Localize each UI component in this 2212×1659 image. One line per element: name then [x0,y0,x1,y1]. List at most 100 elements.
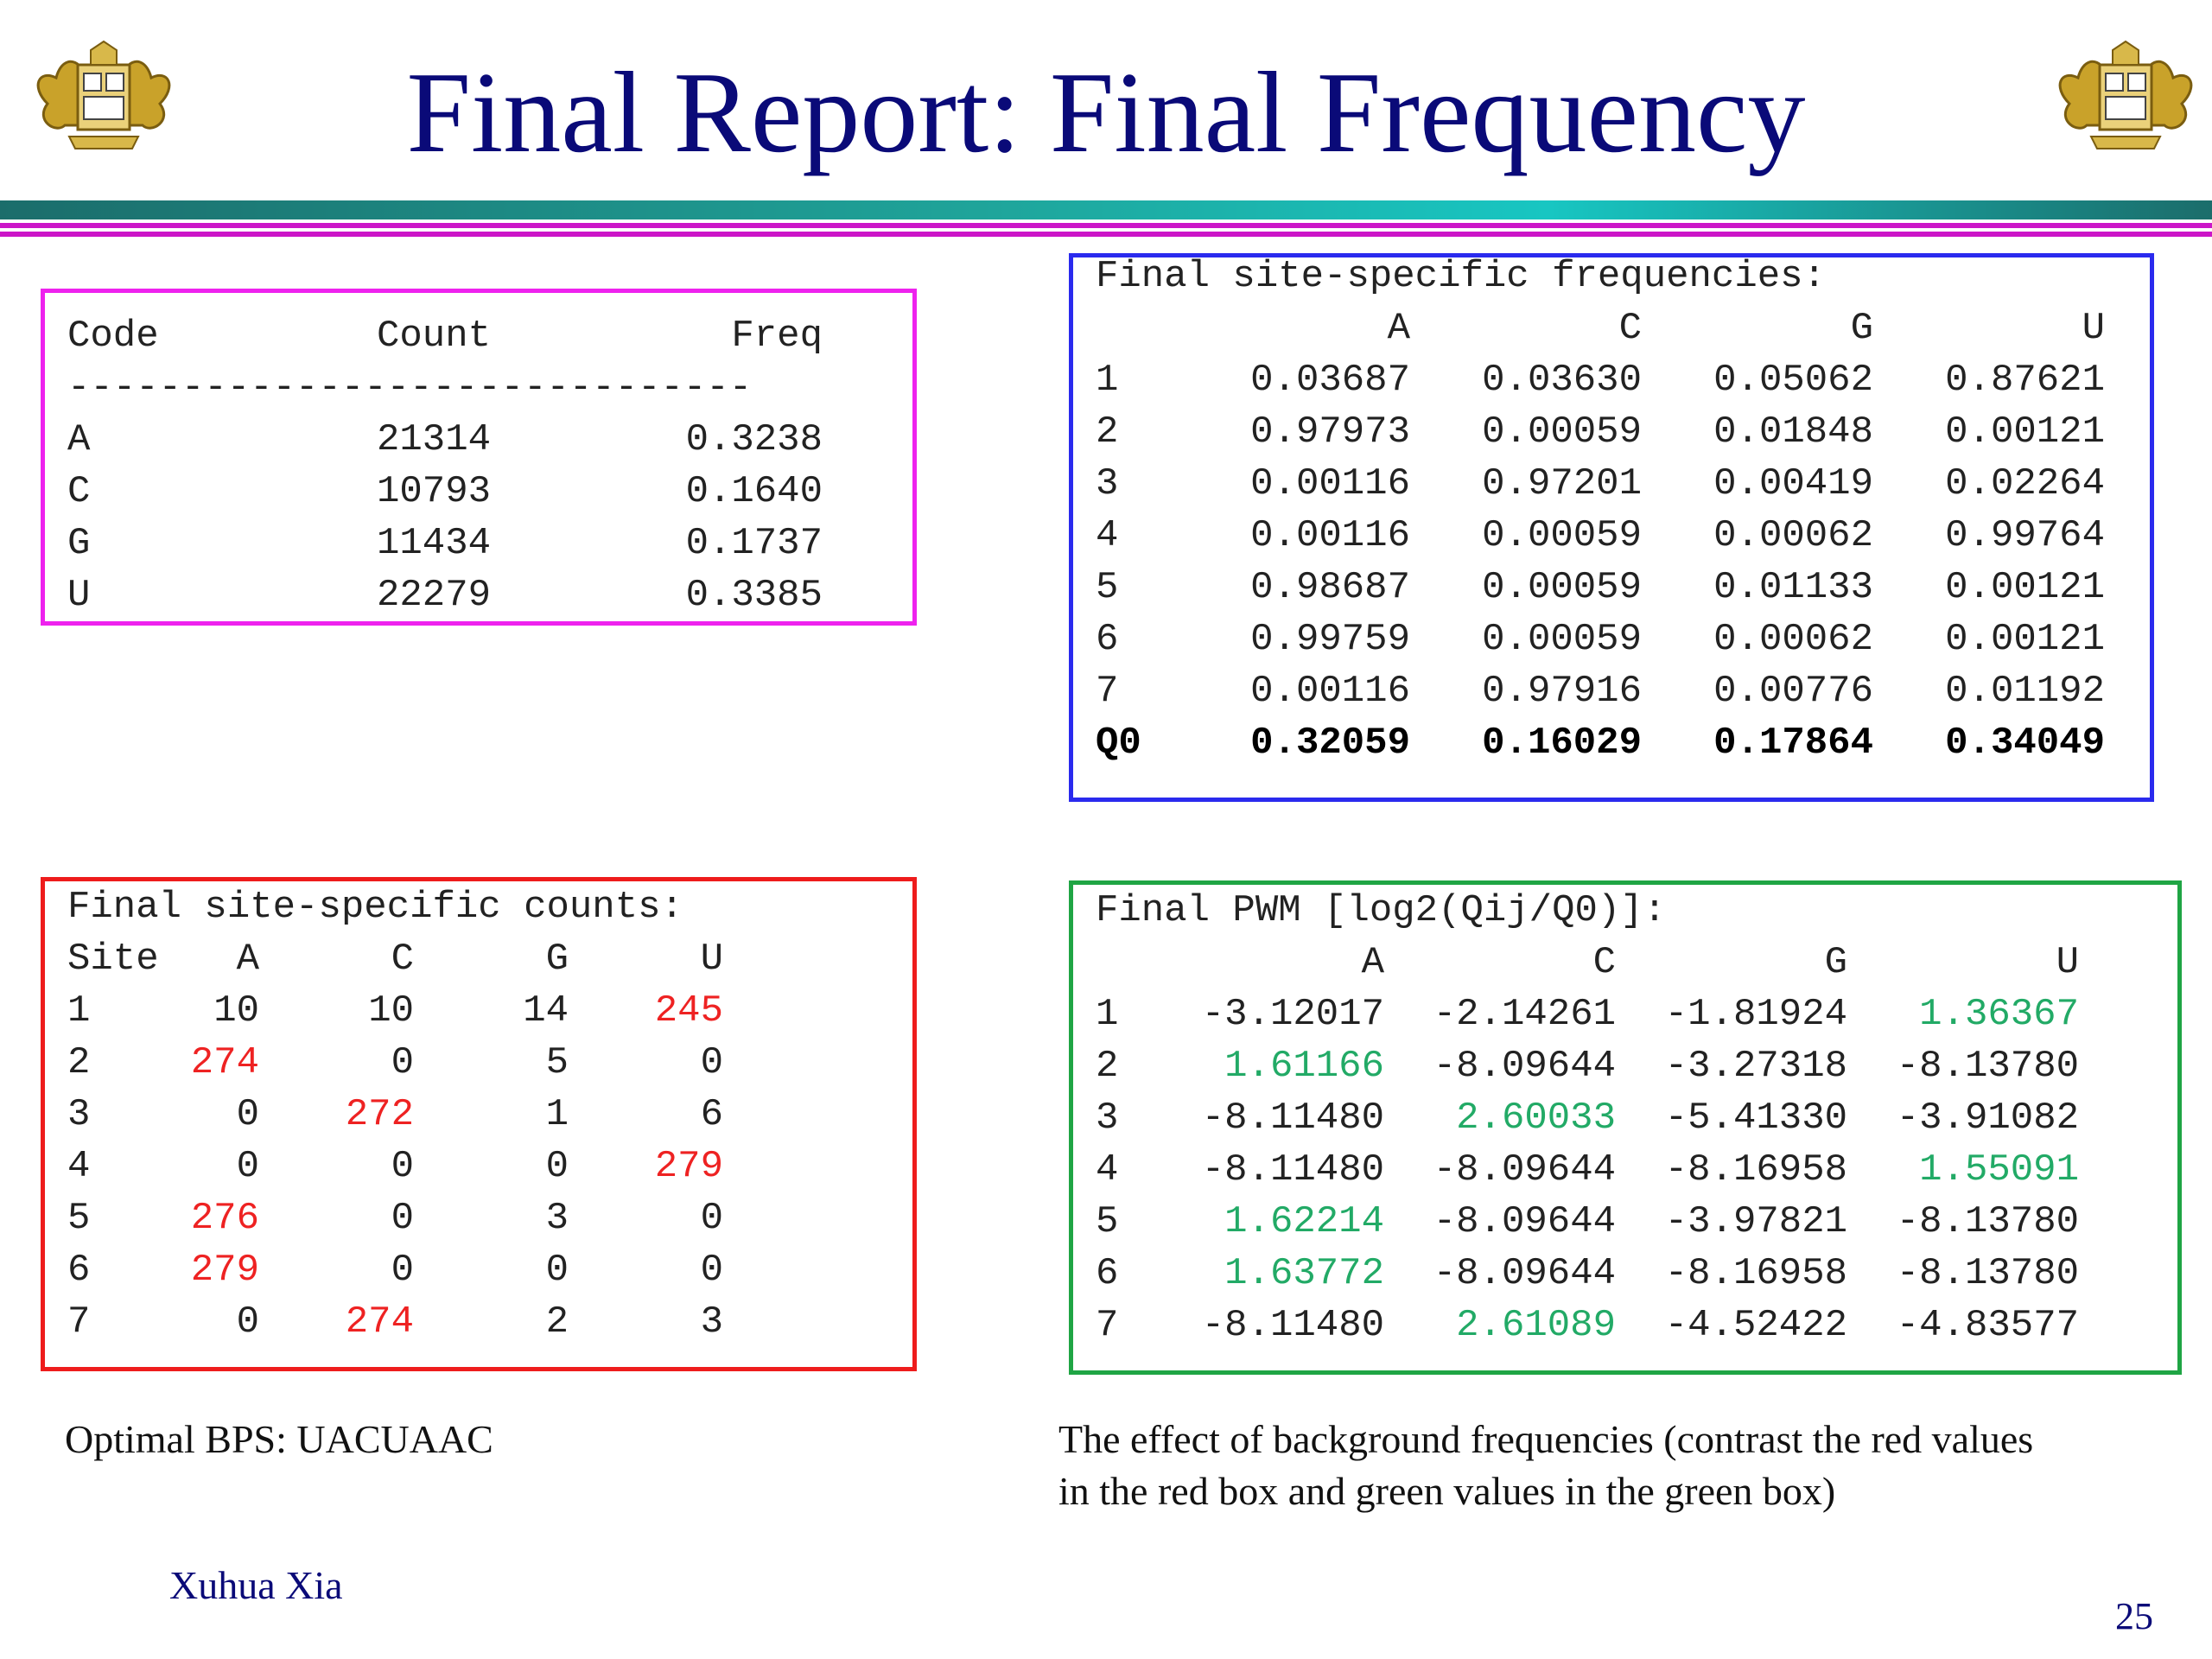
freq-value: 0.00116 [1250,670,1410,713]
column-header: U [700,938,723,981]
freq-value: 0.87621 [1945,359,2105,402]
pwm-value: -3.27318 [1664,1045,1847,1088]
university-crest-icon [2058,40,2193,149]
freq-cell: 0.1640 [685,470,823,513]
q0-value: 0.17864 [1713,721,1873,765]
column-header-count: Count [377,315,492,358]
site-label: 4 [67,1145,91,1188]
pwm-value: -8.11480 [1201,1148,1384,1192]
freq-value: 0.05062 [1713,359,1873,402]
site-label: 7 [67,1300,91,1344]
column-header-code: Code [67,315,159,358]
freq-value: 0.00419 [1713,462,1873,505]
count-value: 0 [700,1197,723,1240]
count-value-highlight: 274 [345,1300,414,1344]
pwm-value: -8.09644 [1433,1045,1616,1088]
count-value: 0 [236,1093,259,1136]
column-header: C [1592,941,1616,984]
pwm-value-highlight: 2.61089 [1456,1304,1616,1347]
pwm-value-highlight: 2.60033 [1456,1096,1616,1140]
freq-value: 0.00062 [1713,618,1873,661]
freq-value: 0.00059 [1482,410,1642,454]
count-cell: 11434 [377,522,492,565]
pwm-value: -4.83577 [1896,1304,2079,1347]
pwm-value-highlight: 1.36367 [1919,993,2079,1036]
freq-value: 0.03630 [1482,359,1642,402]
site-label: 3 [1096,1096,1119,1140]
count-value: 0 [236,1145,259,1188]
table-heading: Final site-specific frequencies: [1096,255,1826,298]
pwm-value: -4.52422 [1664,1304,1847,1347]
count-value-highlight: 245 [654,989,723,1033]
pwm-value-highlight: 1.61166 [1224,1045,1384,1088]
freq-value: 0.00121 [1945,410,2105,454]
effect-note-line-2: in the red box and green values in the g… [1058,1469,1836,1513]
title-divider-accent [0,223,2212,228]
university-crest-icon [36,40,171,149]
freq-value: 0.00776 [1713,670,1873,713]
table-separator: ------------------------------ [67,366,753,410]
column-header: A [1361,941,1384,984]
site-label: 5 [1096,1200,1119,1243]
freq-value: 0.01192 [1945,670,2105,713]
site-label: 5 [67,1197,91,1240]
column-header: U [2082,307,2105,350]
pwm-value-highlight: 1.62214 [1224,1200,1384,1243]
freq-value: 0.00121 [1945,566,2105,609]
pwm-value: -1.81924 [1664,993,1847,1036]
site-label: 4 [1096,1148,1119,1192]
count-value: 1 [545,1093,569,1136]
site-label: 6 [67,1249,91,1292]
site-label: 6 [1096,1252,1119,1295]
count-value: 3 [545,1197,569,1240]
column-header: A [1387,307,1410,350]
freq-value: 0.97916 [1482,670,1642,713]
title-divider [0,200,2212,219]
freq-cell: 0.3385 [685,574,823,617]
table-header-row: Code Count Freq [45,310,823,362]
count-value: 0 [391,1249,414,1292]
count-value: 10 [213,989,259,1033]
freq-cell: 0.3238 [685,418,823,461]
code-cell: U [67,574,91,617]
pwm-value: -8.16958 [1664,1252,1847,1295]
column-header: G [545,938,569,981]
count-cell: 22279 [377,574,492,617]
column-header: U [2056,941,2079,984]
freq-value: 0.00059 [1482,514,1642,557]
freq-value: 0.98687 [1250,566,1410,609]
count-value: 3 [700,1300,723,1344]
title-divider-accent [0,232,2212,237]
pwm-value: -8.13780 [1896,1045,2079,1088]
count-value: 0 [700,1249,723,1292]
column-header: A [236,938,259,981]
count-value: 0 [391,1041,414,1084]
freq-value: 0.99759 [1250,618,1410,661]
column-header: G [1850,307,1873,350]
count-value: 0 [236,1300,259,1344]
site-label: 1 [67,989,91,1033]
count-value: 0 [545,1249,569,1292]
count-value: 0 [700,1041,723,1084]
column-header: Site [67,938,159,981]
count-value-highlight: 272 [345,1093,414,1136]
count-value: 0 [391,1197,414,1240]
freq-value: 0.97201 [1482,462,1642,505]
count-value-highlight: 274 [190,1041,259,1084]
code-cell: C [67,470,91,513]
count-value: 6 [700,1093,723,1136]
site-frequency-table: Final site-specific frequencies: A C G U 1 0… [1069,253,2154,802]
site-label: 6 [1096,618,1119,661]
site-label: 7 [1096,670,1119,713]
author-name: Xuhua Xia [169,1563,343,1607]
pwm-value: -2.14261 [1433,993,1616,1036]
pwm-value: -3.91082 [1896,1096,2079,1140]
freq-value: 0.01133 [1713,566,1873,609]
freq-value: 0.00059 [1482,618,1642,661]
freq-value: 0.02264 [1945,462,2105,505]
q0-value: 0.16029 [1482,721,1642,765]
column-header: C [391,938,414,981]
pwm-value: -8.16958 [1664,1148,1847,1192]
pwm-value: -8.09644 [1433,1148,1616,1192]
pwm-table: Final PWM [log2(Qij/Q0)]: A C G U 1 -3.12017… [1069,880,2182,1375]
